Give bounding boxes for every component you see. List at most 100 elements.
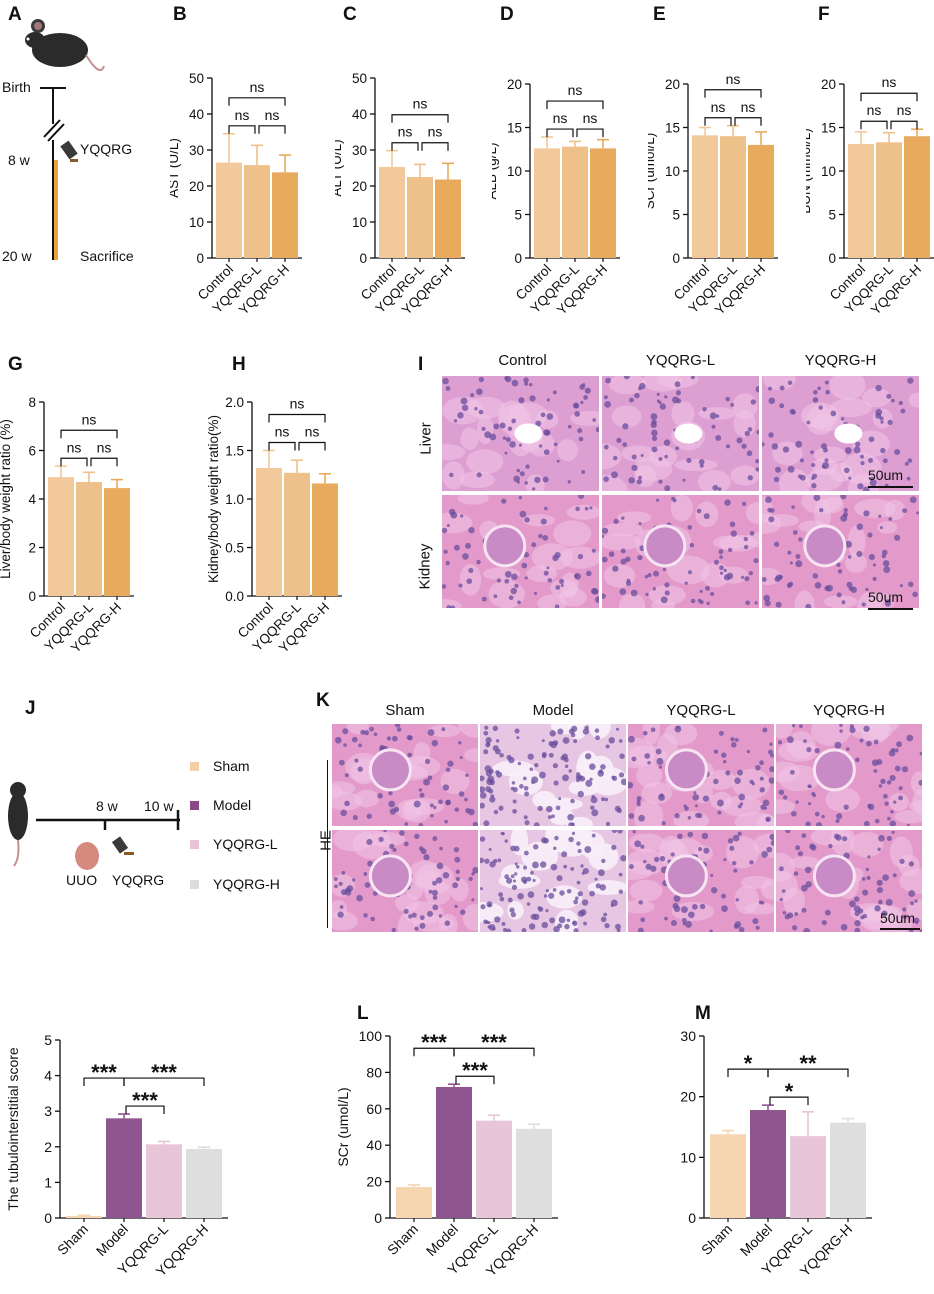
- significance-bracket: [455, 1075, 495, 1085]
- significance-label: ns: [568, 82, 583, 98]
- j-week8-label: 8 w: [96, 798, 118, 814]
- y-tick-label: 50: [352, 71, 367, 86]
- scale-label-liver: 50um: [868, 467, 904, 483]
- bar: [146, 1144, 182, 1218]
- x-tick-label: Sham: [54, 1221, 91, 1258]
- y-tick-label: 20: [352, 179, 367, 194]
- y-tick-label: 4: [44, 1068, 52, 1084]
- y-tick-label: 1: [44, 1174, 52, 1190]
- significance-label: ns: [97, 439, 112, 455]
- bar: [692, 135, 718, 258]
- significance-bracket: [734, 117, 762, 126]
- y-tick-label: 3: [44, 1103, 52, 1119]
- y-tick-label: 5: [672, 208, 680, 223]
- hist-i-liver-control: [442, 376, 599, 491]
- y-tick-label: 40: [189, 107, 204, 122]
- chart-h-kidney-ratio: 0.0 0.5 1.0 1.5 2.0 Kidney/body weight ratio(…: [208, 395, 342, 656]
- bar: [66, 1215, 102, 1218]
- tissue-texture: [442, 495, 599, 608]
- bar: [476, 1120, 512, 1218]
- significance-bracket: [421, 142, 449, 151]
- tissue-texture: [776, 830, 922, 932]
- significance-bracket: [391, 142, 419, 151]
- hist-i-col-yqqrg-h: YQQRG-H: [804, 352, 877, 369]
- significance-bracket: [60, 429, 118, 439]
- scale-bar-kidney: [868, 608, 913, 610]
- timeline-j: 8 w 10 w UUO YQQRG: [0, 740, 320, 900]
- legend-j: Sham Model YQQRG-L YQQRG-H: [190, 752, 320, 902]
- histology-k: Sham Model YQQRG-L YQQRG-H HE 50um: [318, 690, 934, 950]
- bar: [186, 1148, 222, 1218]
- bar: [272, 172, 298, 258]
- bar: [876, 142, 902, 258]
- significance-label: ns: [398, 124, 413, 140]
- tissue-texture: [776, 724, 922, 826]
- bottle-icon: [60, 140, 78, 162]
- legend-swatch-model: [190, 800, 199, 810]
- legend-item-sham: Sham: [190, 758, 250, 774]
- week8-label: 8 w: [8, 152, 30, 168]
- scale-bar-liver: [868, 486, 913, 488]
- panel-letter-c: C: [343, 4, 357, 25]
- birth-label: Birth: [2, 79, 31, 95]
- significance-bracket: [60, 457, 88, 467]
- y-axis-label: ALB (g/L): [492, 142, 499, 199]
- y-tick-label: 0: [374, 1210, 382, 1226]
- significance-bracket: [125, 1105, 165, 1115]
- y-tick-label: 100: [359, 1028, 383, 1044]
- legend-swatch-yqqrg-h: [190, 879, 199, 889]
- legend-label-yqqrg-l: YQQRG-L: [213, 836, 278, 852]
- x-tick-label: Sham: [384, 1221, 421, 1258]
- tissue-texture: [442, 376, 599, 491]
- tissue-texture: [762, 495, 919, 608]
- sacrifice-label: Sacrifice: [80, 248, 134, 264]
- tissue-texture: [762, 376, 919, 491]
- y-tick-label: 30: [680, 1028, 696, 1044]
- significance-label: ns: [711, 99, 726, 115]
- significance-label: ns: [275, 424, 290, 440]
- bar: [710, 1134, 746, 1218]
- j-uuo-label: UUO: [66, 872, 98, 888]
- y-tick-label: 2.0: [225, 395, 244, 410]
- mouse-icon: [8, 782, 28, 867]
- significance-bracket: [268, 441, 296, 451]
- y-axis-label: SCr (umol/L): [335, 1087, 351, 1166]
- y-tick-label: 40: [366, 1137, 382, 1153]
- bar: [590, 148, 616, 258]
- significance-label: ns: [290, 396, 305, 412]
- hist-i-row-liver: Liver: [417, 422, 435, 455]
- y-tick-label: 5: [828, 208, 836, 223]
- bottle-icon: [111, 836, 134, 855]
- significance-label: ***: [462, 1058, 488, 1083]
- y-tick-label: 20: [665, 77, 680, 92]
- y-tick-label: 80: [366, 1064, 382, 1080]
- x-tick-label: Model: [93, 1221, 131, 1259]
- significance-label: *: [785, 1079, 794, 1104]
- histology-i: Control YQQRG-L YQQRG-H Liver Kidney 50u…: [417, 350, 934, 620]
- tissue-texture: [602, 376, 759, 491]
- y-axis-label: Kidney/body weight ratio(%): [208, 415, 221, 583]
- y-tick-label: 8: [28, 395, 36, 410]
- bar: [244, 165, 270, 258]
- bar: [284, 472, 310, 596]
- scale-bar-k: [880, 928, 920, 930]
- y-tick-label: 30: [189, 143, 204, 158]
- y-tick-label: 20: [680, 1089, 696, 1105]
- y-tick-label: 40: [352, 107, 367, 122]
- y-axis-label: The tubulointerstitial score: [5, 1047, 21, 1211]
- bar: [516, 1128, 552, 1218]
- scale-label-kidney: 50um: [868, 589, 904, 605]
- bar: [720, 136, 746, 258]
- y-tick-label: 0: [688, 1210, 696, 1226]
- legend-label-yqqrg-h: YQQRG-H: [213, 876, 280, 892]
- panel-letter-k: K: [316, 690, 330, 711]
- tissue-texture: [628, 724, 774, 826]
- timeline-j-graphic: [8, 782, 180, 870]
- significance-bracket: [228, 97, 286, 106]
- tissue-texture: [332, 724, 478, 826]
